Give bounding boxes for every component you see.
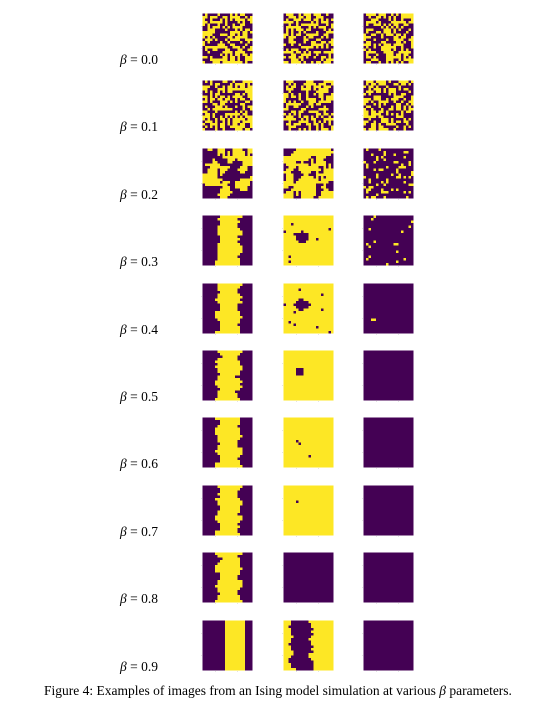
beta-symbol: β — [120, 186, 127, 202]
ising-sample-image — [361, 550, 416, 605]
figure-caption: Figure 4: Examples of images from an Isi… — [0, 683, 556, 699]
beta-label: β = 0.8 — [120, 591, 176, 607]
ising-sample-image — [281, 550, 336, 605]
ising-sample-image — [361, 415, 416, 470]
beta-symbol: β — [120, 254, 127, 270]
beta-value: = 0.5 — [130, 389, 158, 404]
ising-sample-image — [200, 281, 255, 336]
ising-sample-image — [200, 348, 255, 403]
beta-label: β = 0.4 — [120, 322, 176, 338]
ising-sample-image — [361, 146, 416, 201]
beta-value: = 0.2 — [130, 186, 158, 202]
ising-sample-image — [281, 146, 336, 201]
beta-label: β = 0.6 — [120, 456, 176, 472]
ising-sample-image — [361, 78, 416, 133]
beta-value: = 0.6 — [130, 456, 158, 472]
ising-sample-image — [281, 78, 336, 133]
beta-value: = 0.3 — [130, 254, 158, 270]
ising-sample-image — [200, 618, 255, 673]
beta-label: β = 0.1 — [120, 119, 176, 135]
beta-value: = 0.4 — [130, 321, 158, 337]
ising-sample-image — [200, 11, 255, 66]
ising-sample-image — [361, 281, 416, 336]
caption-beta-symbol: β — [439, 683, 446, 698]
ising-sample-image — [200, 415, 255, 470]
beta-symbol: β — [120, 658, 127, 674]
beta-symbol: β — [120, 456, 127, 472]
ising-sample-image — [200, 483, 255, 538]
ising-sample-image — [361, 618, 416, 673]
ising-sample-image — [361, 483, 416, 538]
ising-sample-image — [200, 146, 255, 201]
beta-label: β = 0.3 — [120, 254, 176, 270]
beta-value: = 0.7 — [130, 523, 158, 539]
ising-sample-image — [281, 11, 336, 66]
ising-sample-image — [361, 348, 416, 403]
ising-sample-image — [200, 78, 255, 133]
beta-symbol: β — [120, 52, 127, 67]
beta-label: β = 0.9 — [120, 659, 176, 675]
beta-label: β = 0.7 — [120, 524, 176, 540]
ising-sample-image — [281, 483, 336, 538]
beta-value: = 0.9 — [130, 658, 158, 674]
ising-sample-image — [281, 415, 336, 470]
beta-symbol: β — [120, 523, 127, 539]
beta-label: β = 0.0 — [120, 52, 176, 68]
caption-prefix: Figure 4: Examples of images from an Isi… — [44, 683, 440, 698]
beta-symbol: β — [120, 119, 127, 135]
beta-label: β = 0.2 — [120, 187, 176, 203]
beta-symbol: β — [120, 389, 127, 404]
ising-sample-image — [281, 348, 336, 403]
beta-value: = 0.0 — [130, 52, 158, 67]
ising-sample-image — [281, 213, 336, 268]
ising-sample-image — [200, 550, 255, 605]
beta-value: = 0.8 — [130, 591, 158, 607]
ising-sample-image — [200, 213, 255, 268]
ising-sample-image — [361, 213, 416, 268]
beta-symbol: β — [120, 321, 127, 337]
ising-sample-image — [281, 618, 336, 673]
beta-value: = 0.1 — [130, 119, 158, 135]
caption-suffix: parameters. — [445, 683, 512, 698]
ising-sample-image — [361, 11, 416, 66]
beta-symbol: β — [120, 591, 127, 607]
ising-sample-image — [281, 281, 336, 336]
beta-label: β = 0.5 — [120, 389, 176, 405]
